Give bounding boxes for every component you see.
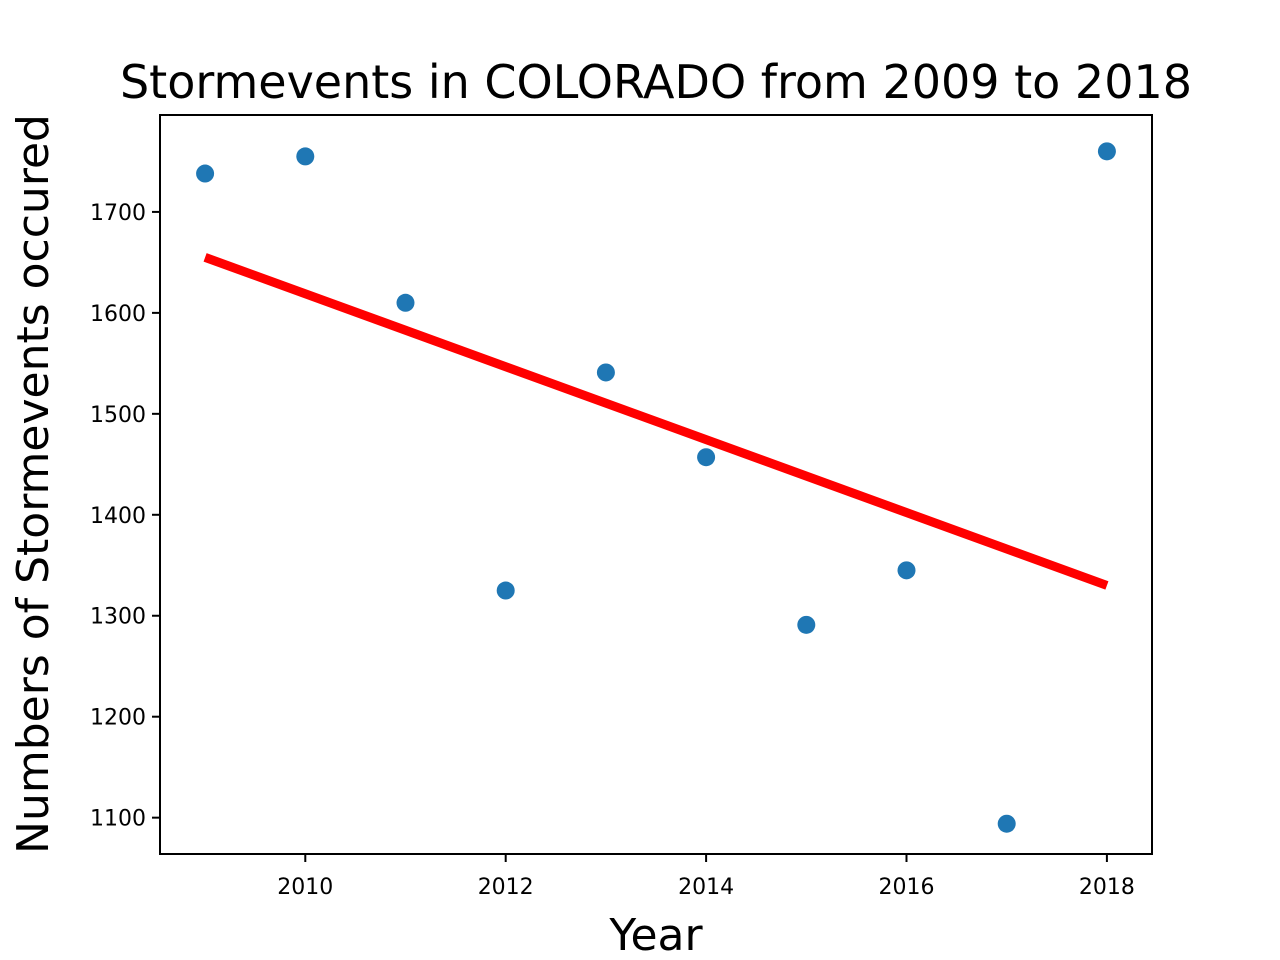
y-tick-label: 1100 bbox=[90, 807, 146, 832]
x-tick-label: 2018 bbox=[1079, 875, 1135, 900]
data-point bbox=[196, 164, 215, 183]
plot-frame bbox=[159, 114, 1153, 855]
x-axis-label: Year bbox=[608, 910, 703, 960]
data-point bbox=[396, 293, 415, 312]
x-tick-label: 2016 bbox=[879, 875, 935, 900]
chart-title: Stormevents in COLORADO from 2009 to 201… bbox=[120, 55, 1192, 109]
y-tick-label: 1200 bbox=[90, 706, 146, 731]
data-point bbox=[697, 448, 716, 467]
data-point bbox=[797, 615, 816, 634]
data-point bbox=[997, 814, 1016, 833]
x-tick-label: 2014 bbox=[678, 875, 734, 900]
data-point bbox=[296, 147, 315, 166]
plot-area: 2010 2012 2014 2016 2018 1100 1200 1300 1400 1500… bbox=[90, 114, 1153, 900]
y-tick-label: 1300 bbox=[90, 605, 146, 630]
data-point bbox=[1097, 142, 1116, 161]
data-point bbox=[496, 581, 515, 600]
data-point bbox=[897, 561, 916, 580]
y-tick-label: 1600 bbox=[90, 302, 146, 327]
y-axis-label: Numbers of Stormevents occured bbox=[8, 114, 59, 854]
y-tick-label: 1400 bbox=[90, 504, 146, 529]
y-tick-label: 1500 bbox=[90, 403, 146, 428]
x-tick-label: 2012 bbox=[478, 875, 534, 900]
x-tick-label: 2010 bbox=[277, 875, 333, 900]
trend-line bbox=[203, 253, 1109, 590]
data-point bbox=[596, 363, 615, 382]
y-tick-label: 1700 bbox=[90, 201, 146, 226]
